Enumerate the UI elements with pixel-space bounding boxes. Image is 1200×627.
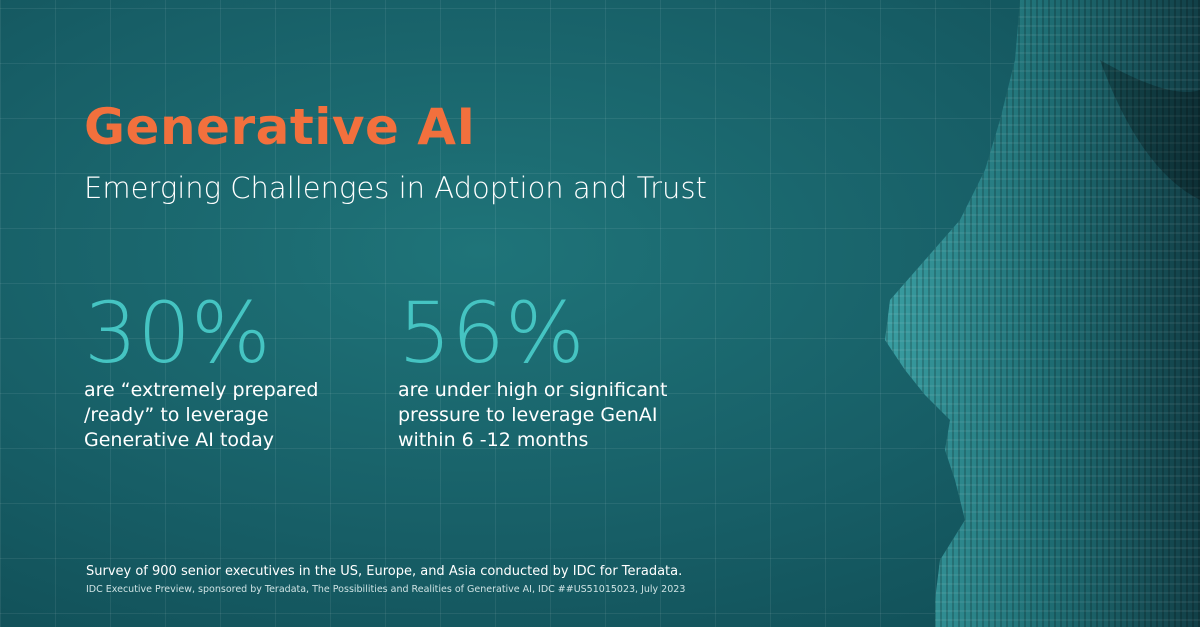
title: Generative AI [84, 98, 476, 156]
stat-text: pressure to leverage GenAI [398, 404, 658, 426]
stat-text: Generative AI today [84, 429, 274, 451]
stat-text: are under high or significant [398, 379, 668, 401]
stat-value: 30% [84, 284, 271, 382]
stat-text: within 6 -12 months [398, 429, 589, 451]
subtitle: Emerging Challenges in Adoption and Trus… [84, 171, 707, 205]
stat: 30% are “extremely prepared/ready” to lev… [84, 288, 319, 453]
stat: 56% are under high or significant pressure… [398, 288, 668, 453]
survey-note: Survey of 900 senior executives in the U… [86, 564, 683, 579]
face-shadow [1100, 60, 1200, 200]
source: IDC Executive Preview, sponsored by Tera… [86, 584, 686, 595]
stat-text: are “extremely prepared [84, 379, 319, 401]
stat-value: 56% [398, 284, 585, 382]
stat-text: /ready” to leverage [84, 404, 269, 426]
face-texture [885, 0, 1200, 627]
